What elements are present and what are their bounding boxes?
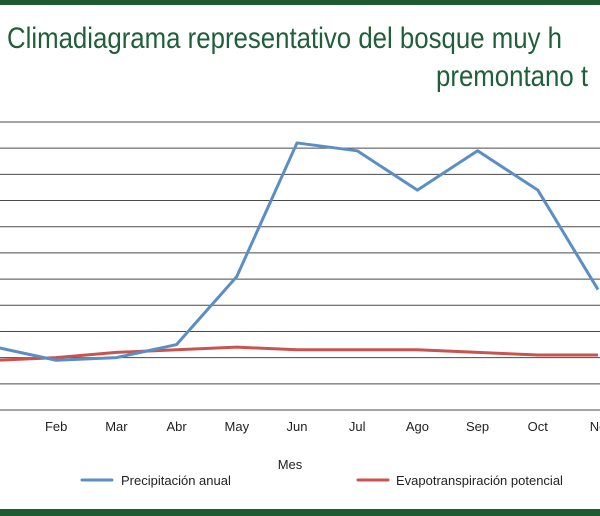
x-tick-label: Jun: [287, 419, 308, 434]
chart-title: Climadiagrama representativo del bosque …: [7, 22, 562, 55]
legend-label-precipitation: Precipitación anual: [121, 473, 231, 488]
x-tick-label: Sep: [466, 419, 489, 434]
x-tick-label: Mar: [105, 419, 128, 434]
grid: [0, 121, 600, 411]
legend-label-evapotranspiration: Evapotranspiración potencial: [396, 473, 563, 488]
x-tick-label: Abr: [166, 419, 187, 434]
evapotranspiration-line: [0, 345, 598, 362]
x-axis-label: Mes: [278, 457, 303, 472]
bottom-border: [0, 509, 600, 516]
series-layer: [0, 141, 600, 362]
legend: Precipitación anual Evapotranspiración p…: [80, 473, 563, 488]
x-tick-label: No: [590, 419, 600, 434]
x-tick-label: Feb: [45, 419, 67, 434]
chart-title-line2: premontano t: [436, 60, 589, 93]
x-tick-label: Ago: [406, 419, 429, 434]
x-tick-labels: eFebMarAbrMayJunJulAgoSepOctNo: [45, 419, 600, 434]
precipitation-line: [0, 141, 600, 362]
x-tick-label: Jul: [349, 419, 366, 434]
top-border: [0, 0, 600, 5]
x-tick-label: May: [225, 419, 250, 434]
x-tick-label: Oct: [528, 419, 549, 434]
